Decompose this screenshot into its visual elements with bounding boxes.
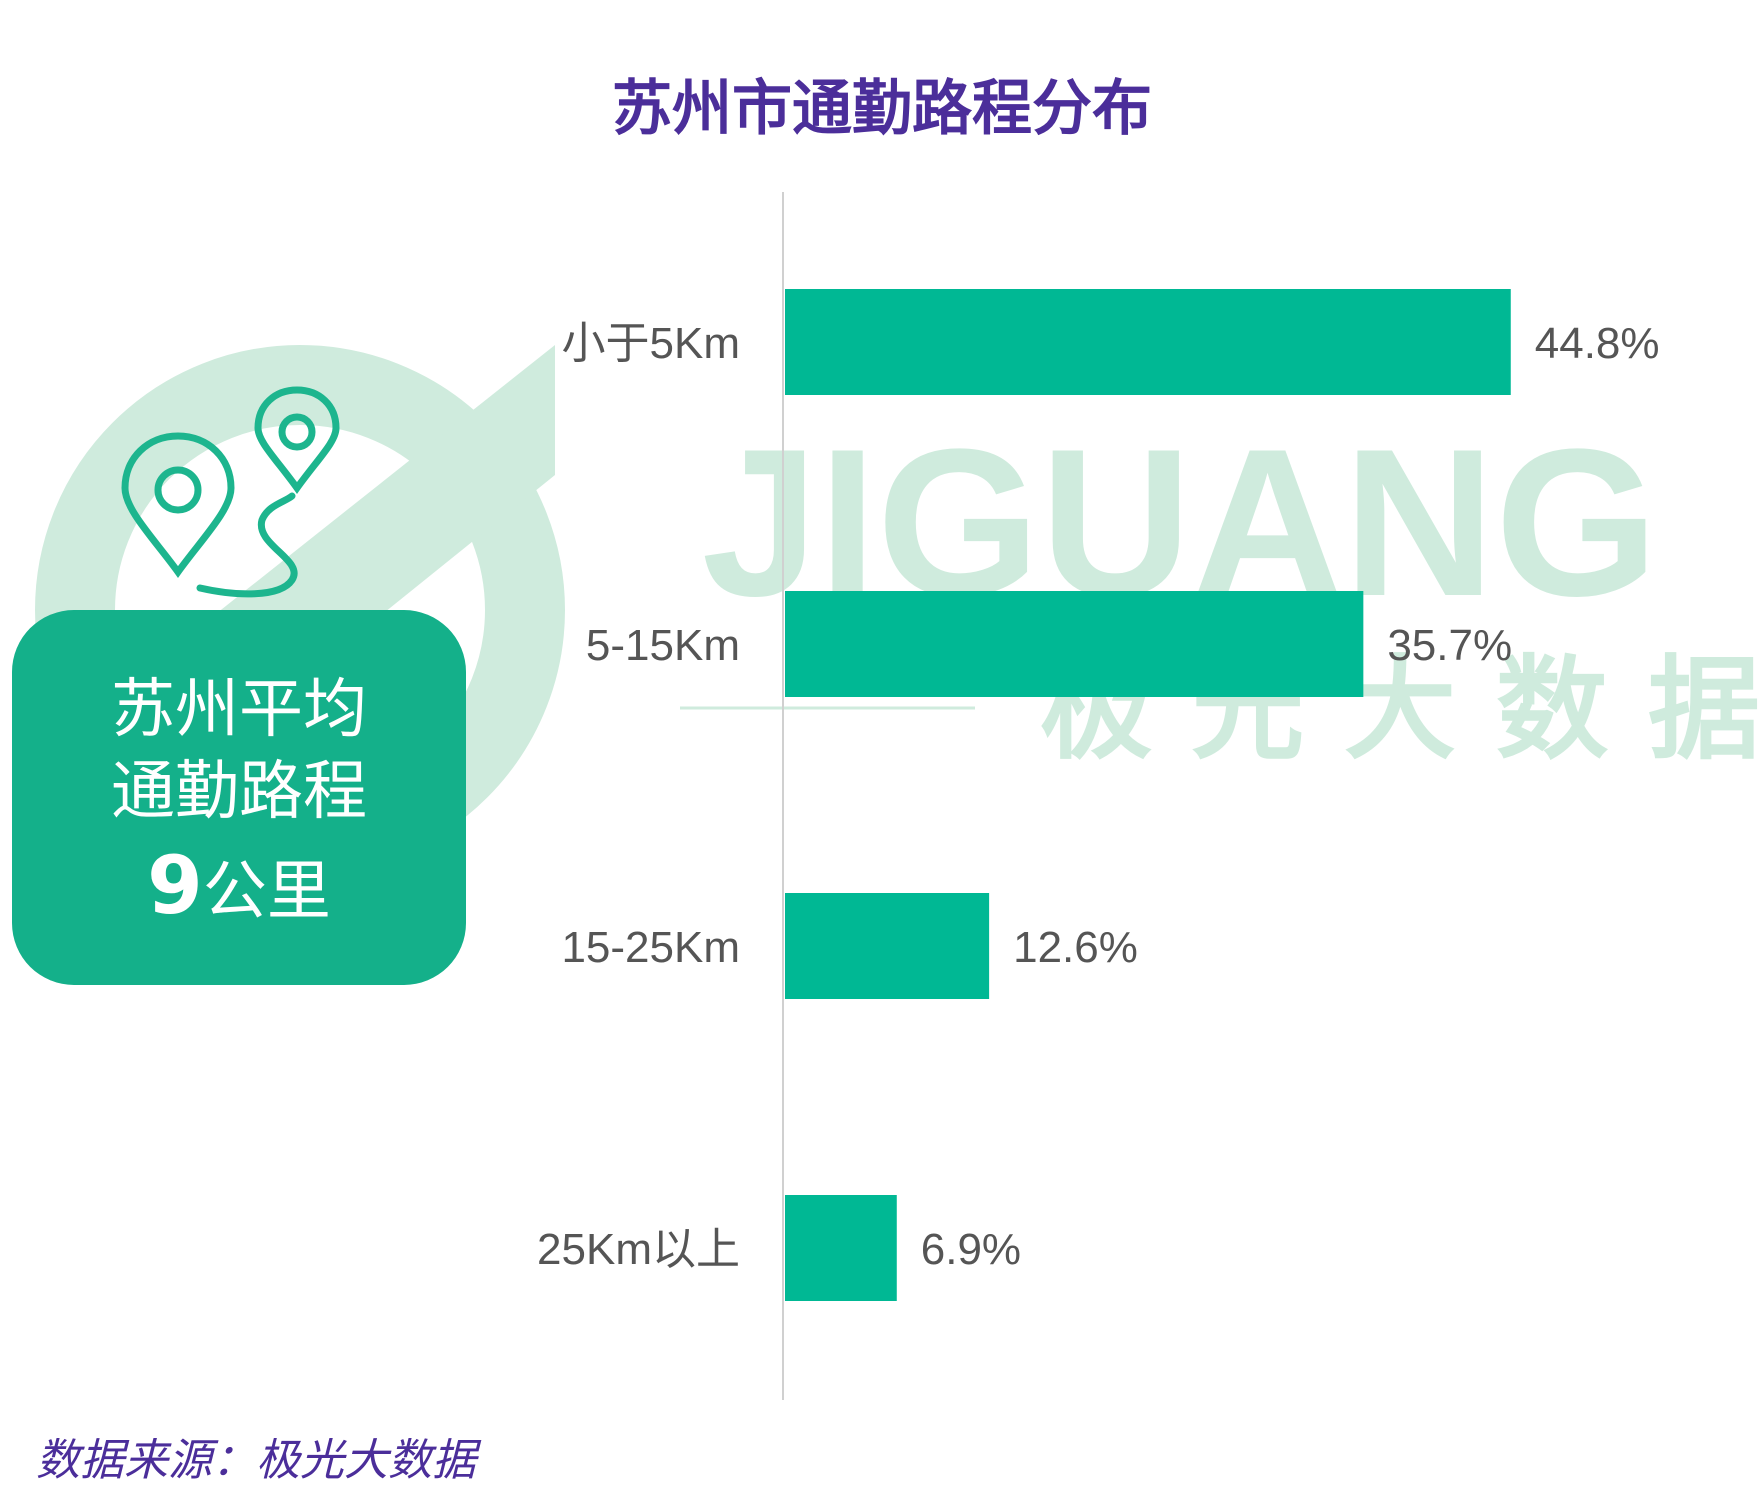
data-source: 数据来源：极光大数据 [36,1435,476,1486]
bar-1 [785,289,1511,395]
category-label: 5-15Km [586,621,740,670]
map-pin-icon [254,386,340,495]
summary-line-3: 9公里 [12,846,466,932]
summary-unit: 公里 [202,855,331,929]
summary-number: 9 [147,839,203,932]
map-pin-icon [121,432,235,578]
bars-group: 小于5Km 44.8% 5-15Km 35.7% 15-25Km 12.6% 25Km以上 6… [537,289,1660,1301]
bar-2 [785,591,1364,697]
chart-title: 苏州市通勤路程分布 [612,74,1152,144]
category-label: 25Km以上 [537,1225,740,1274]
category-label: 小于5Km [562,319,740,368]
value-label: 6.9% [921,1225,1021,1274]
value-label: 12.6% [1013,923,1138,972]
route-path-icon [196,492,298,598]
bar-3 [785,893,990,999]
summary-card: 苏州平均 通勤路程 9公里 [12,610,466,985]
value-label: 44.8% [1535,319,1660,368]
summary-line-1: 苏州平均 [111,673,367,747]
bar-4 [785,1195,897,1301]
value-label: 35.7% [1387,621,1512,670]
summary-line-2: 通勤路程 [111,755,367,829]
category-label: 15-25Km [561,923,740,972]
